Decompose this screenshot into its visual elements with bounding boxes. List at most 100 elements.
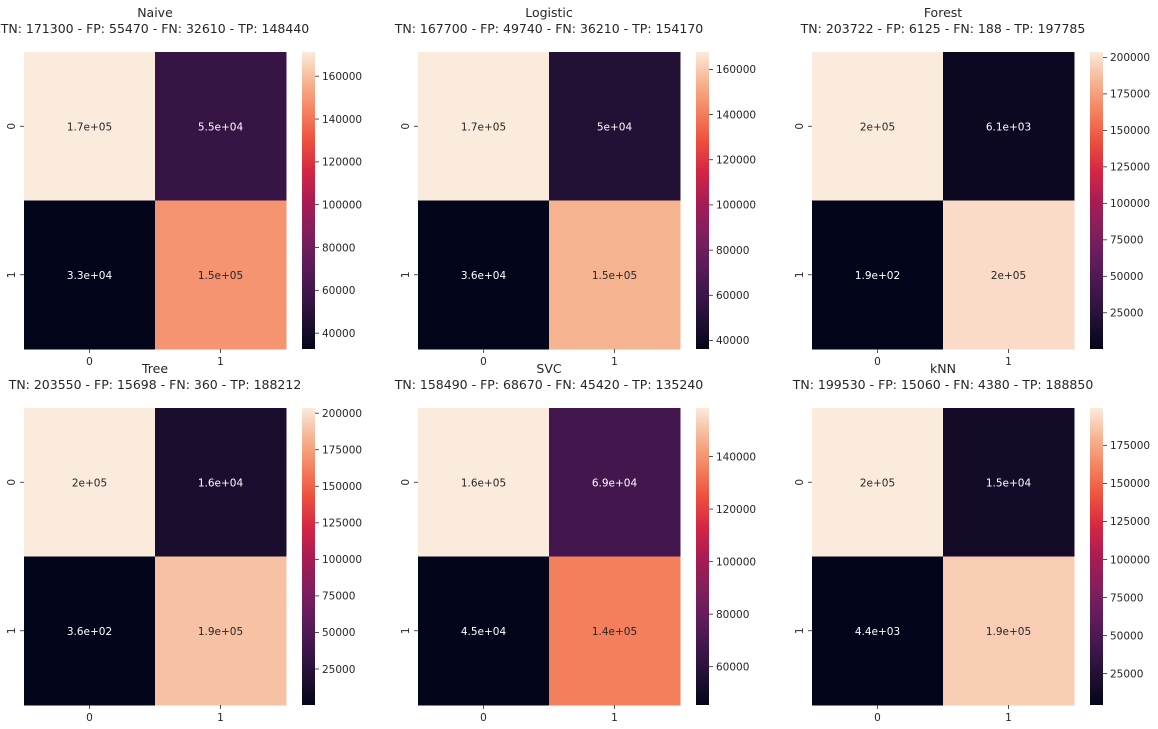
- colorbar-tick-label: 140000: [716, 109, 756, 121]
- heatmap-cell-0-0: [812, 52, 944, 201]
- y-tick-label: 0: [794, 479, 806, 486]
- cell-label-0-1: 6.1e+03: [986, 121, 1031, 133]
- cell-label-1-0: 3.6e+04: [461, 270, 507, 282]
- colorbar-tick-label: 60000: [716, 290, 749, 302]
- y-tick-label: 1: [794, 627, 806, 634]
- x-tick-label: 0: [86, 356, 93, 368]
- colorbar-tick-label: 50000: [1110, 271, 1143, 283]
- colorbar-tick-label: 140000: [322, 114, 362, 126]
- colorbar-tick-label: 150000: [322, 481, 362, 493]
- cell-label-1-0: 4.4e+03: [855, 626, 900, 638]
- cell-label-1-0: 4.5e+04: [461, 626, 507, 638]
- panel-subtitle: TN: 167700 - FP: 49740 - FN: 36210 - TP:…: [394, 21, 704, 36]
- colorbar-tick-label: 120000: [716, 504, 756, 516]
- y-tick-label: 1: [400, 271, 412, 278]
- cell-label-0-0: 1.6e+05: [461, 477, 506, 489]
- colorbar-tick-label: 150000: [1110, 125, 1150, 137]
- colorbar-tick-label: 125000: [1110, 516, 1150, 528]
- x-tick-label: 1: [217, 712, 224, 724]
- colorbar-tick-label: 120000: [716, 155, 756, 167]
- colorbar-tick-label: 80000: [322, 242, 355, 254]
- cell-label-0-1: 5e+04: [597, 121, 633, 133]
- colorbar-tick-label: 120000: [322, 157, 362, 169]
- colorbar-tick-label: 100000: [716, 200, 756, 212]
- colorbar-tick-label: 100000: [322, 554, 362, 566]
- colorbar-tick-label: 40000: [322, 328, 355, 340]
- colorbar-tick-label: 25000: [1110, 308, 1143, 320]
- y-tick-label: 1: [794, 271, 806, 278]
- heatmap-cell-0-1: [155, 52, 287, 201]
- cell-label-0-1: 1.5e+04: [986, 477, 1032, 489]
- y-tick-label: 0: [400, 479, 412, 486]
- colorbar-tick-label: 100000: [1110, 198, 1150, 210]
- heatmap-cell-0-0: [418, 52, 550, 201]
- y-tick-label: 0: [794, 123, 806, 130]
- colorbar-tick-label: 200000: [322, 408, 362, 420]
- heatmap-cell-0-1: [155, 408, 287, 557]
- heatmap-cell-1-1: [155, 200, 287, 350]
- y-tick-label: 0: [400, 123, 412, 130]
- colorbar: [1090, 52, 1103, 349]
- colorbar-tick-label: 25000: [322, 664, 355, 676]
- colorbar-tick-label: 125000: [1110, 162, 1150, 174]
- y-tick-label: 0: [6, 479, 18, 486]
- colorbar-tick-label: 150000: [1110, 478, 1150, 490]
- panel-title: kNN: [930, 361, 956, 376]
- cell-label-0-0: 2e+05: [860, 121, 895, 133]
- heatmap-cell-1-1: [943, 200, 1075, 350]
- x-tick-label: 1: [611, 356, 618, 368]
- x-tick-label: 1: [1005, 356, 1012, 368]
- colorbar-tick-label: 80000: [716, 245, 749, 257]
- colorbar-tick-label: 100000: [322, 199, 362, 211]
- x-tick-label: 0: [874, 356, 881, 368]
- cell-label-0-0: 1.7e+05: [461, 121, 506, 133]
- y-tick-label: 0: [6, 123, 18, 130]
- panel-subtitle: TN: 199530 - FP: 15060 - FN: 4380 - TP: …: [792, 377, 1094, 392]
- heatmap-cell-1-0: [24, 556, 156, 706]
- colorbar: [302, 52, 315, 349]
- colorbar-tick-label: 175000: [1110, 89, 1150, 101]
- heatmap-cell-0-1: [549, 52, 681, 201]
- x-tick-label: 1: [217, 356, 224, 368]
- y-tick-label: 1: [400, 627, 412, 634]
- cell-label-0-1: 1.6e+04: [198, 477, 244, 489]
- cell-label-1-1: 1.5e+05: [198, 270, 243, 282]
- panel-subtitle: TN: 158490 - FP: 68670 - FN: 45420 - TP:…: [394, 377, 704, 392]
- cell-label-0-0: 2e+05: [72, 477, 107, 489]
- colorbar-tick-label: 75000: [1110, 235, 1143, 247]
- x-tick-label: 0: [480, 356, 487, 368]
- panel-title: Naive: [137, 5, 173, 20]
- heatmap-cell-0-1: [943, 52, 1075, 201]
- heatmap-cell-1-1: [943, 556, 1075, 706]
- cell-label-1-1: 2e+05: [991, 270, 1026, 282]
- colorbar-tick-label: 75000: [1110, 592, 1143, 604]
- heatmap-cell-1-1: [549, 556, 681, 706]
- colorbar-tick-label: 40000: [716, 335, 749, 347]
- colorbar: [302, 408, 315, 705]
- heatmap-cell-1-0: [24, 200, 156, 350]
- x-tick-label: 0: [480, 712, 487, 724]
- panel-title: Forest: [924, 5, 962, 20]
- panel-subtitle: TN: 203550 - FP: 15698 - FN: 360 - TP: 1…: [8, 377, 302, 392]
- colorbar-tick-label: 100000: [1110, 554, 1150, 566]
- colorbar-tick-label: 125000: [322, 518, 362, 530]
- y-tick-label: 1: [6, 271, 18, 278]
- cell-label-0-0: 1.7e+05: [67, 121, 112, 133]
- panel-subtitle: TN: 203722 - FP: 6125 - FN: 188 - TP: 19…: [800, 21, 1086, 36]
- heatmap-cell-0-1: [549, 408, 681, 557]
- colorbar: [1090, 408, 1103, 705]
- heatmap-cell-1-0: [418, 200, 550, 350]
- cell-label-1-0: 3.6e+02: [67, 626, 112, 638]
- x-tick-label: 1: [611, 712, 618, 724]
- heatmap-cell-0-0: [24, 52, 156, 201]
- heatmap-cell-1-0: [812, 200, 944, 350]
- colorbar-tick-label: 160000: [716, 64, 756, 76]
- heatmap-cell-0-0: [812, 408, 944, 557]
- colorbar-tick-label: 175000: [1110, 440, 1150, 452]
